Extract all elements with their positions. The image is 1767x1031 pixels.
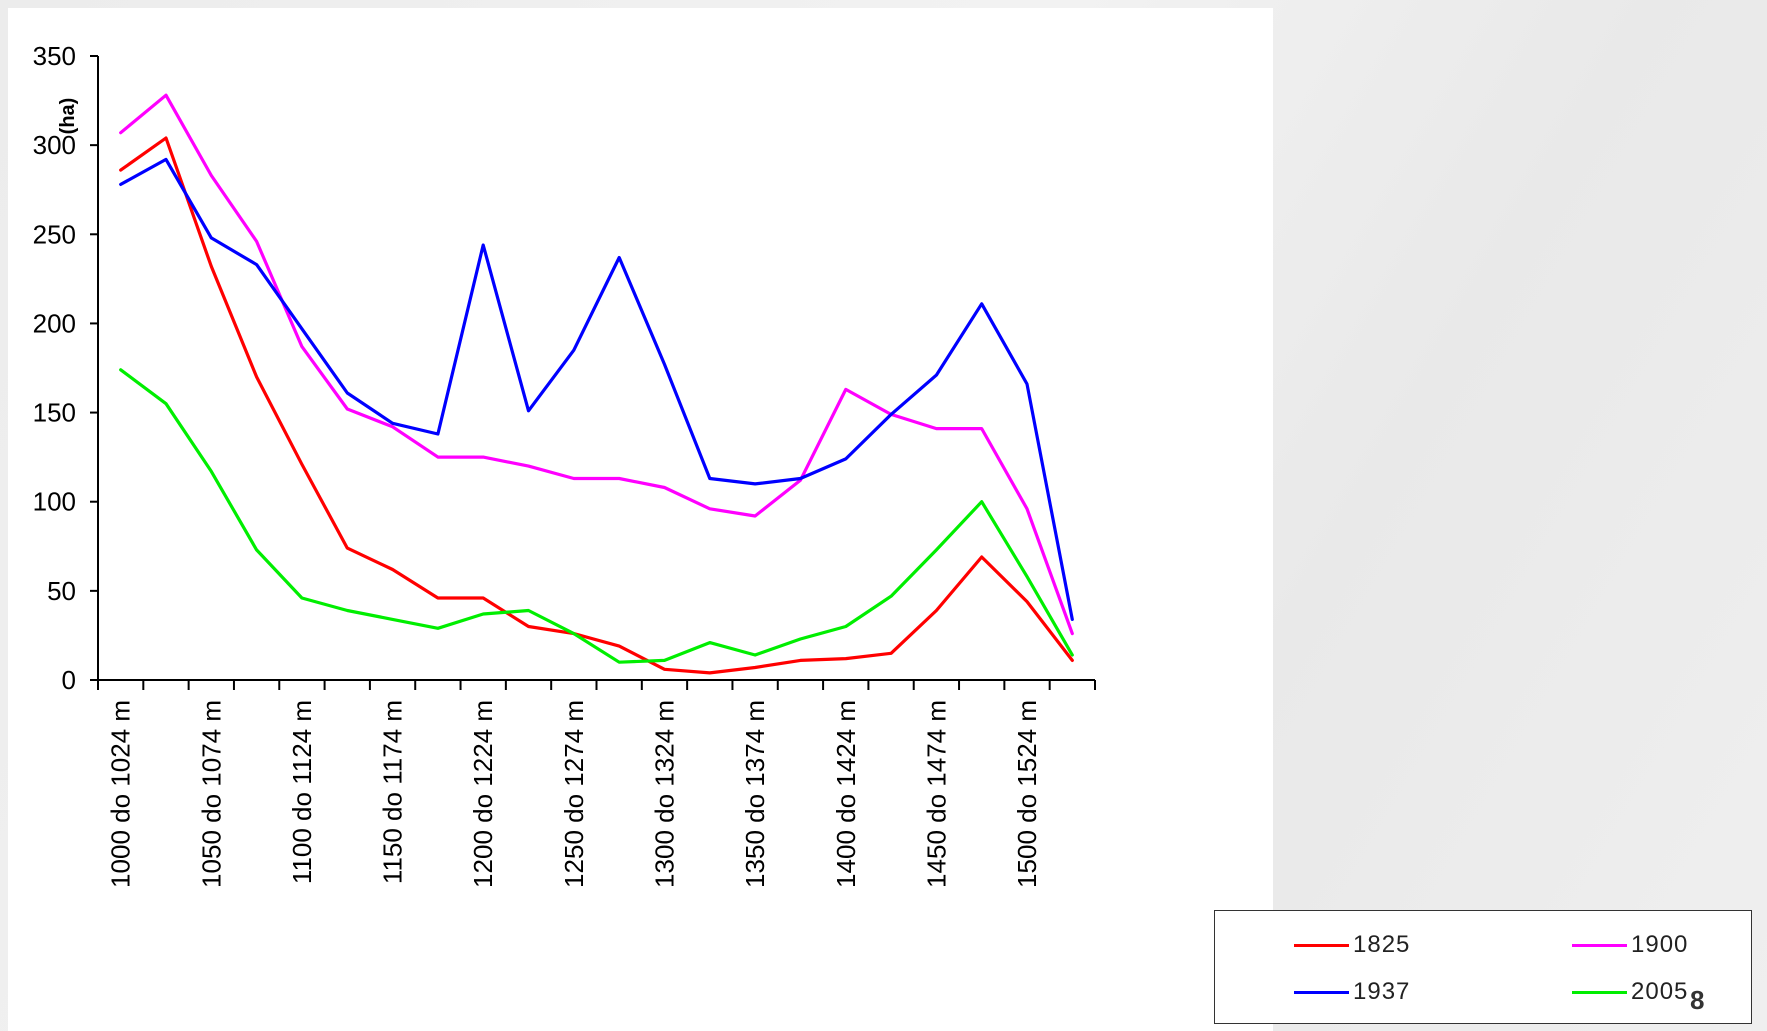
chart-panel: 0 50 100 150 200 250 300 350 1000 do 1024 m 1050 … [8, 8, 1273, 1031]
legend-label-1825: 1825 [1353, 931, 1411, 958]
y-tick-label: 350 [33, 41, 76, 71]
y-tick-label: 300 [33, 130, 76, 160]
slide-number: 8 [1690, 985, 1705, 1015]
y-tick-label: 150 [33, 398, 76, 428]
x-tick-label: 1200 do 1224 m [468, 700, 498, 888]
y-tick-label: 0 [62, 665, 76, 695]
y-tick-label: 50 [47, 576, 76, 606]
legend: 1825 1900 1937 2005 [1214, 910, 1752, 1024]
series-line-1900 [119, 93, 1074, 636]
series-line-2005 [119, 368, 1074, 664]
x-tick-label: 1150 do 1174 m [378, 700, 408, 884]
legend-swatch-2005 [1572, 990, 1627, 994]
legend-label-1900: 1900 [1631, 931, 1689, 958]
y-axis-unit-label: (ha) [57, 98, 79, 135]
series-lines [119, 93, 1074, 675]
x-tick-label: 1450 do 1474 m [921, 700, 951, 888]
legend-item-2005: 2005 [1572, 978, 1688, 1006]
legend-label-2005: 2005 [1631, 978, 1689, 1005]
legend-swatch-1825 [1294, 943, 1349, 947]
y-tick-label: 100 [33, 487, 76, 517]
axes: 0 50 100 150 200 250 300 350 1000 do 1024 m 1050 … [33, 41, 1096, 888]
legend-item-1825: 1825 [1294, 931, 1410, 959]
legend-item-1900: 1900 [1572, 931, 1688, 959]
x-tick-label: 1050 do 1074 m [196, 700, 226, 888]
series-line-1937 [119, 157, 1074, 622]
series-line-1825 [119, 136, 1074, 675]
legend-label-1937: 1937 [1353, 978, 1411, 1005]
x-tick-label: 1350 do 1374 m [740, 700, 770, 888]
line-chart: 0 50 100 150 200 250 300 350 1000 do 1024 m 1050 … [33, 41, 1096, 888]
legend-item-1937: 1937 [1294, 978, 1410, 1006]
x-tick-label: 1000 do 1024 m [106, 700, 136, 888]
legend-swatch-1937 [1294, 990, 1349, 994]
y-tick-label: 250 [33, 219, 76, 249]
x-tick-label: 1500 do 1524 m [1012, 700, 1042, 888]
x-tick-label: 1300 do 1324 m [649, 700, 679, 888]
x-tick-label: 1250 do 1274 m [559, 700, 589, 888]
x-tick-label: 1400 do 1424 m [831, 700, 861, 888]
legend-swatch-1900 [1572, 943, 1627, 947]
x-tick-label: 1100 do 1124 m [287, 700, 317, 884]
y-tick-label: 200 [33, 308, 76, 338]
